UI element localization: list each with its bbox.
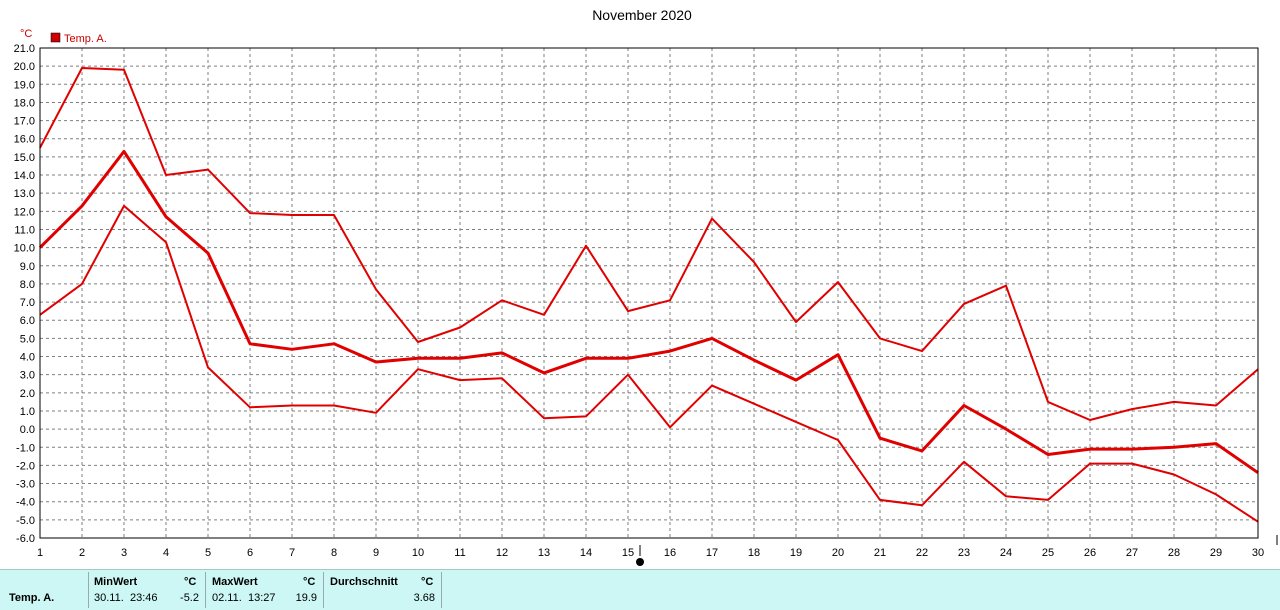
avg-cell: Durchschnitt °C 3.68 [324,570,441,610]
y-tick-label: 9.0 [20,261,35,273]
y-tick-label: 7.0 [20,297,35,309]
x-axis-ticks: 1 2 3 4 5 6 7 8 9 10 11 12 13 14 15 16 17 18 19 20 21 22 23 24 2… [37,547,1264,559]
x-tick-label: 21 [874,547,886,559]
min-cell: MinWert °C 30.11. 23:46 -5.2 [89,570,205,610]
min-time: 23:46 [130,592,158,604]
y-tick-label: 6.0 [20,315,35,327]
x-tick-label: 30 [1252,547,1264,559]
x-tick-label: 26 [1084,547,1096,559]
y-tick-label: 20.0 [14,61,35,73]
x-tick-label: 6 [247,547,253,559]
x-tick-label: 25 [1042,547,1054,559]
x-tick-label: 27 [1126,547,1138,559]
y-tick-label: -6.0 [16,533,35,545]
y-tick-label: 14.0 [14,170,35,182]
y-tick-label: 16.0 [14,134,35,146]
y-tick-label: 17.0 [14,116,35,128]
y-tick-label: 19.0 [14,79,35,91]
x-tick-label: 24 [1000,547,1012,559]
y-tick-label: 4.0 [20,352,35,364]
avg-value: 3.68 [413,592,435,604]
y-tick-label: 2.0 [20,388,35,400]
x-tick-label: 22 [916,547,928,559]
grid [40,48,1258,538]
max-unit: °C [303,576,316,588]
max-time: 13:27 [248,592,276,604]
min-header: MinWert [94,576,138,588]
y-tick-label: -3.0 [16,479,35,491]
x-tick-label: 9 [373,547,379,559]
min-value: -5.2 [180,592,199,604]
min-unit: °C [184,576,197,588]
y-tick-label: 0.0 [20,424,35,436]
x-tick-label: 18 [748,547,760,559]
y-tick-label: 21.0 [14,43,35,55]
max-value: 19.9 [295,592,317,604]
x-tick-label: 23 [958,547,970,559]
series-name: Temp. A. [9,592,55,604]
plot-frame [39,47,1259,539]
y-tick-label: 8.0 [20,279,35,291]
x-tick-label: 16 [664,547,676,559]
max-cell: MaxWert °C 02.11. 13:27 19.9 [206,570,323,610]
x-tick-label: 17 [706,547,718,559]
y-tick-label: -5.0 [16,515,35,527]
x-tick-label: 7 [289,547,295,559]
y-tick-label: 13.0 [14,188,35,200]
avg-header: Durchschnitt [330,576,398,588]
avg-unit: °C [421,576,434,588]
x-tick-label: 28 [1168,547,1180,559]
y-tick-label: 11.0 [14,224,35,236]
x-tick-label: 8 [331,547,337,559]
series-cell: Temp. A. [0,570,88,610]
x-tick-label: 1 [37,547,43,559]
max-date: 02.11. [212,592,242,604]
scroll-marker-icon[interactable] [636,558,644,566]
x-tick-label: 2 [79,547,85,559]
x-tick-label: 20 [832,547,844,559]
chart-title: November 2020 [592,7,692,23]
x-tick-label: 19 [790,547,802,559]
x-tick-label: 3 [121,547,127,559]
x-tick-label: 11 [454,547,465,559]
legend-label: Temp. A. [64,33,107,45]
y-tick-label: 3.0 [20,370,35,382]
x-tick-label: 29 [1210,547,1222,559]
y-tick-label: -4.0 [16,497,35,509]
y-tick-label: 5.0 [20,333,35,345]
x-tick-label: 14 [580,547,592,559]
x-tick-label: 12 [496,547,508,559]
x-tick-label: 4 [163,547,169,559]
series-line-max [39,67,1259,421]
x-tick-label: 13 [538,547,550,559]
stats-footer: Temp. A. MinWert °C 30.11. 23:46 -5.2 Ma… [0,569,1280,610]
x-tick-label: 15 [622,547,634,559]
y-tick-label: -1.0 [16,442,35,454]
min-date: 30.11. [94,592,124,604]
series-line-avg [38,149,1259,474]
temperature-chart: November 2020 °C Temp. A. -6.0 -5.0 -4.0 -3… [14,7,1278,566]
series-line-min [39,204,1259,523]
legend-swatch [50,32,61,43]
y-tick-label: 12.0 [14,206,35,218]
x-tick-label: 5 [205,547,211,559]
max-header: MaxWert [212,576,258,588]
y-unit-label: °C [20,28,32,40]
y-tick-label: 15.0 [14,152,35,164]
series-lines [38,67,1259,523]
y-tick-label: 18.0 [14,97,35,109]
x-tick-label: 10 [412,547,424,559]
y-tick-label: 1.0 [20,406,35,418]
y-tick-label: -2.0 [16,460,35,472]
y-axis-ticks: -6.0 -5.0 -4.0 -3.0 -2.0 -1.0 0.0 1.0 2.0 3.0 4.0 5… [14,43,35,545]
y-tick-label: 10.0 [14,243,35,255]
